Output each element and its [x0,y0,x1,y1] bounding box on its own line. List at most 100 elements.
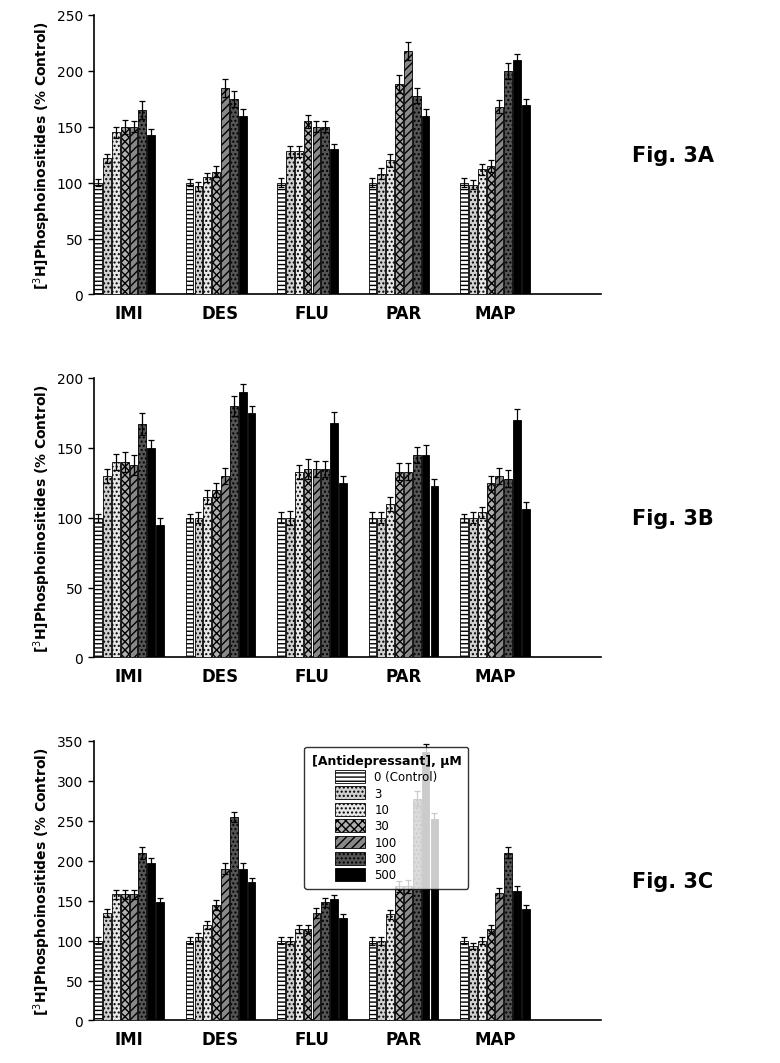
Bar [303,122,311,294]
Bar [138,425,146,658]
Bar [103,913,111,1020]
Bar [321,902,329,1020]
Bar [129,466,137,658]
Bar [221,476,229,658]
Bar [330,150,338,294]
Y-axis label: [$^{3}$H]Phosphoinositides (% Control): [$^{3}$H]Phosphoinositides (% Control) [31,746,53,1015]
Bar [212,490,220,658]
Bar [204,497,211,658]
Bar [512,421,520,658]
Bar [469,946,477,1020]
Bar [103,158,111,294]
Bar [477,512,485,658]
Bar [395,887,402,1020]
Text: Fig. 3B: Fig. 3B [631,508,713,528]
Bar [312,913,320,1020]
Bar [321,470,329,658]
Bar [239,868,246,1020]
Bar [285,941,293,1020]
Bar [386,162,394,294]
Y-axis label: [$^{3}$H]Phosphoinositides (% Control): [$^{3}$H]Phosphoinositides (% Control) [31,384,53,653]
Bar [421,455,429,658]
Bar [504,853,512,1020]
Bar [459,941,467,1020]
Bar [103,476,111,658]
Bar [377,174,385,294]
Bar [212,905,220,1020]
Bar [204,925,211,1020]
Bar [194,937,202,1020]
Bar [377,518,385,658]
Bar [212,172,220,294]
Bar [312,470,320,658]
Bar [421,117,429,294]
Bar [430,486,438,658]
Bar [368,941,376,1020]
Bar [403,52,411,294]
Bar [247,414,255,658]
Bar [522,909,530,1020]
Bar [413,455,420,658]
Bar [339,918,346,1020]
Bar [94,518,102,658]
Bar [186,183,193,294]
Bar [112,462,119,658]
Bar [239,117,246,294]
Bar [121,894,129,1020]
Bar [138,853,146,1020]
Bar [339,484,346,658]
Bar [156,902,164,1020]
Bar [295,472,303,658]
Bar [221,88,229,294]
Bar [495,476,503,658]
Bar [413,799,420,1020]
Bar [486,484,494,658]
Bar [377,941,385,1020]
Bar [277,941,285,1020]
Bar [330,899,338,1020]
Bar [277,518,285,658]
Bar [395,85,402,294]
Bar [368,518,376,658]
Bar [421,752,429,1020]
Bar [395,472,402,658]
Bar [230,406,237,658]
Bar [303,929,311,1020]
Bar [413,97,420,294]
Y-axis label: [$^{3}$H]Phosphoinositides (% Control): [$^{3}$H]Phosphoinositides (% Control) [31,21,53,290]
Bar [112,133,119,294]
Bar [186,941,193,1020]
Bar [321,128,329,294]
Text: Fig. 3A: Fig. 3A [631,146,713,166]
Bar [121,462,129,658]
Bar [94,941,102,1020]
Bar [403,472,411,658]
Bar [138,111,146,294]
Bar [194,518,202,658]
Bar [295,152,303,294]
Bar [129,894,137,1020]
Bar [368,183,376,294]
Bar [186,518,193,658]
Bar [330,423,338,658]
Bar [303,470,311,658]
Bar [147,863,155,1020]
Bar [285,518,293,658]
Bar [285,152,293,294]
Bar [477,941,485,1020]
Bar [295,929,303,1020]
Bar [121,128,129,294]
Bar [522,105,530,294]
Bar [486,167,494,294]
Bar [430,820,438,1020]
Bar [129,128,137,294]
Bar [147,135,155,294]
Bar [512,61,520,294]
Bar [277,183,285,294]
Bar [94,183,102,294]
Bar [512,891,520,1020]
Legend: 0 (Control), 3, 10, 30, 100, 300, 500: 0 (Control), 3, 10, 30, 100, 300, 500 [304,747,468,889]
Bar [469,518,477,658]
Bar [230,100,237,294]
Bar [204,178,211,294]
